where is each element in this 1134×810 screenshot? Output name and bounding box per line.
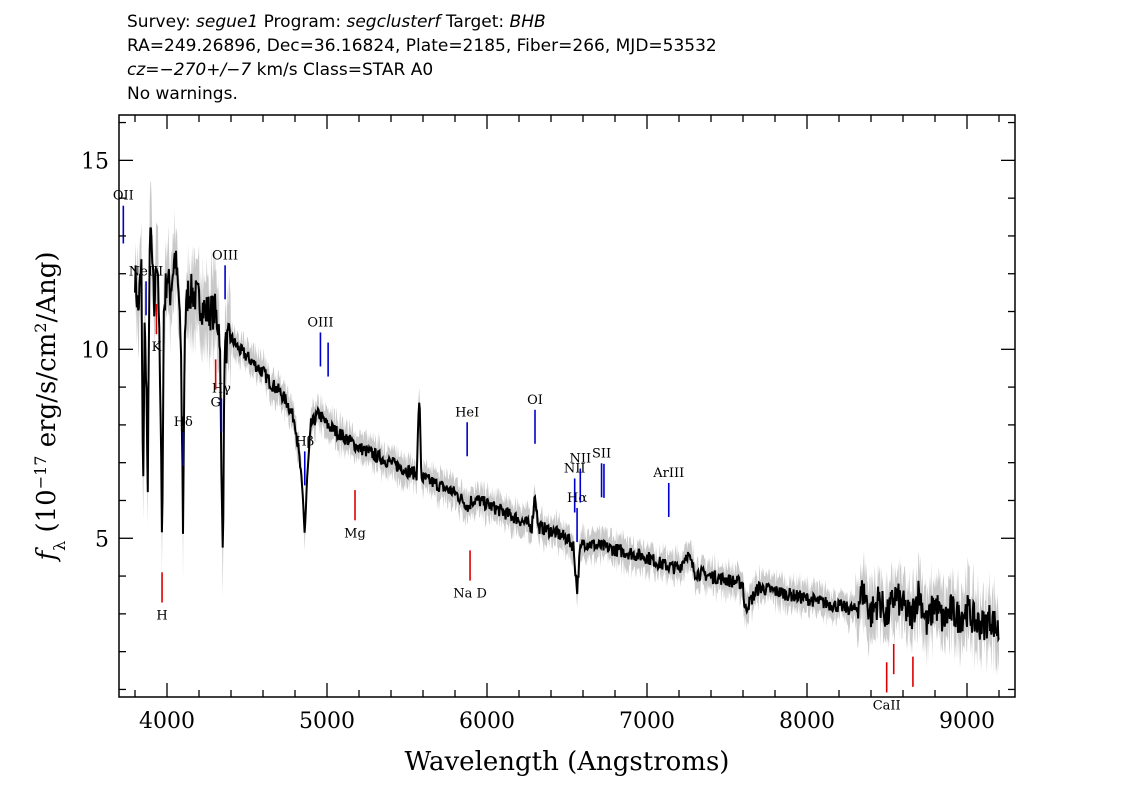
x-tick-label: 7000 bbox=[619, 709, 675, 734]
header-line-survey: Survey: segue1 Program: segclusterf Targ… bbox=[127, 10, 717, 34]
cz-label: cz= bbox=[127, 60, 160, 80]
target-value: BHB bbox=[509, 12, 546, 32]
emission-label-0: OII bbox=[113, 189, 134, 204]
plot-frame bbox=[118, 114, 1016, 698]
y-tick-label: 15 bbox=[81, 149, 109, 174]
emission-label-13: SII bbox=[592, 446, 611, 461]
header-line-redshift: cz=−270+/−7 km/s Class=STAR A0 bbox=[127, 58, 717, 82]
y-axis-label: fλ (10−17 erg/s/cm2/Ang) bbox=[31, 251, 69, 562]
x-tick-label: 4000 bbox=[139, 709, 195, 734]
error-band-area bbox=[135, 181, 999, 676]
survey-value: segue1 bbox=[196, 12, 259, 32]
header-line-warnings: No warnings. bbox=[127, 84, 238, 104]
survey-label: Survey: bbox=[127, 12, 191, 32]
absorption-label-4: Na D bbox=[453, 587, 487, 602]
program-label: Program: bbox=[263, 12, 342, 32]
target-label: Target: bbox=[445, 12, 505, 32]
y-tick-label: 5 bbox=[95, 527, 109, 552]
emission-label-15: ArIII bbox=[652, 466, 684, 481]
emission-label-9: OI bbox=[527, 393, 543, 408]
x-tick-label: 5000 bbox=[299, 709, 355, 734]
error-band bbox=[135, 181, 999, 676]
program-value: segclusterf bbox=[346, 12, 441, 32]
x-tick-label: 9000 bbox=[939, 709, 995, 734]
class-text: km/s Class=STAR A0 bbox=[251, 60, 434, 80]
absorption-label-5: CaII bbox=[873, 698, 901, 713]
absorption-label-3: Mg bbox=[344, 526, 366, 541]
emission-label-2: Hδ bbox=[174, 415, 193, 430]
flux-line bbox=[134, 227, 1000, 643]
emission-label-4: OIII bbox=[212, 248, 238, 263]
emission-label-1: NeIII bbox=[129, 264, 163, 279]
absorption-label-1: H bbox=[156, 609, 167, 624]
emission-label-8: HeI bbox=[455, 405, 479, 420]
cz-value: −270+/−7 bbox=[159, 60, 252, 80]
absorption-label-2: G bbox=[210, 396, 220, 411]
spectrum-header: Survey: segue1 Program: segclusterf Targ… bbox=[127, 10, 717, 106]
x-tick-label: 8000 bbox=[779, 709, 835, 734]
emission-label-3: Hγ bbox=[212, 381, 231, 396]
y-tick-label: 10 bbox=[81, 338, 109, 363]
emission-label-6: OIII bbox=[307, 315, 333, 330]
flux-series bbox=[134, 227, 1000, 643]
emission-label-12: NII bbox=[569, 452, 591, 467]
header-line-coordinates: RA=249.26896, Dec=36.16824, Plate=2185, … bbox=[127, 36, 717, 56]
axis-ticks: 4000 5000 6000 7000 8000 9000 5 10 15 bbox=[81, 115, 1015, 734]
x-tick-label: 6000 bbox=[459, 709, 515, 734]
absorption-label-0: K bbox=[152, 340, 162, 355]
emission-label-5: Hβ bbox=[295, 434, 314, 449]
emission-label-11: Hα bbox=[567, 491, 587, 506]
x-axis-label: Wavelength (Angstroms) bbox=[405, 747, 730, 777]
